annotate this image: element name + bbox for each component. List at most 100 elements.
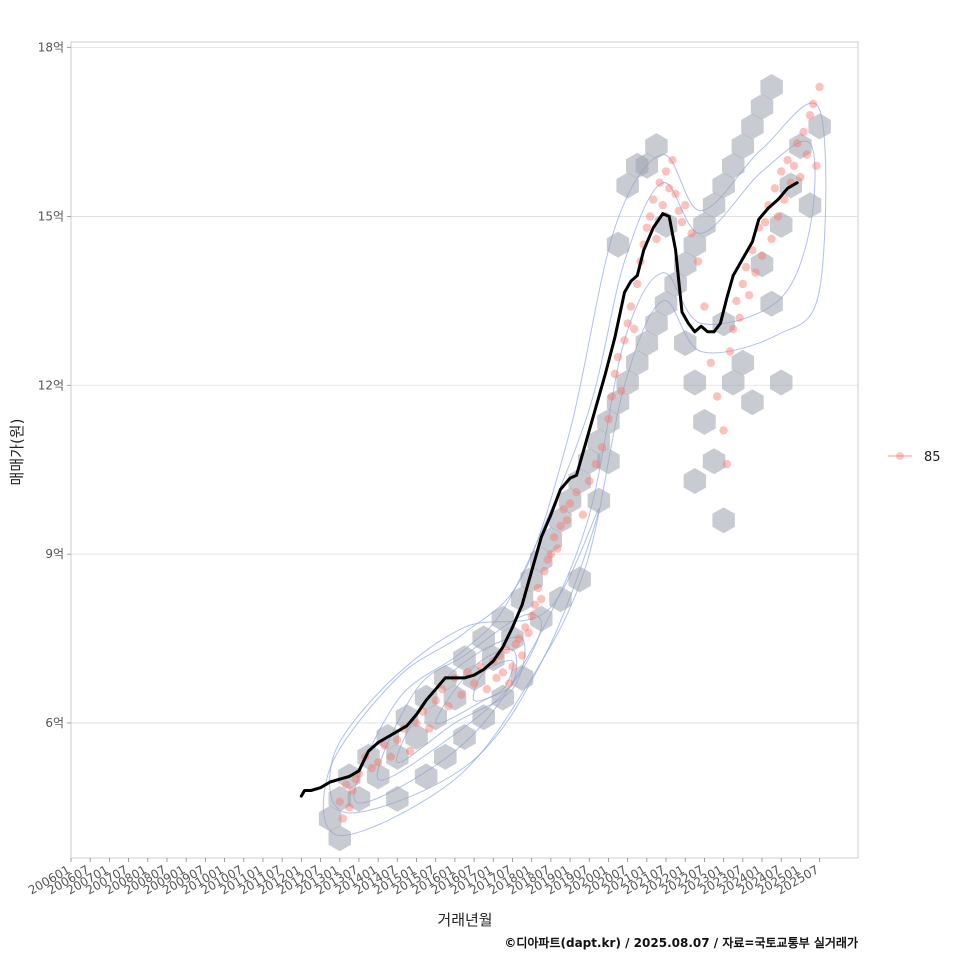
- trend-line: [299, 181, 799, 798]
- scatter-point: [757, 251, 767, 260]
- scatter-point: [553, 544, 562, 553]
- scatter-point: [607, 392, 616, 401]
- hexbin-cell: [760, 290, 783, 317]
- hexbin-cell: [808, 113, 831, 140]
- hexbin-cell: [693, 408, 716, 435]
- scatter-point: [767, 234, 776, 244]
- hexbin-cell: [386, 743, 409, 770]
- hexbin-cell: [616, 172, 639, 199]
- hexbin-cell: [654, 290, 678, 317]
- hexbin-cell: [635, 330, 659, 357]
- hexbin-cell: [453, 645, 476, 672]
- scatter-point: [405, 746, 415, 756]
- scatter-point: [780, 195, 789, 204]
- scatter-point: [687, 229, 696, 238]
- y-axis-title: 매매가(원): [8, 419, 26, 486]
- scatter-point: [351, 775, 360, 784]
- scatter-point: [770, 184, 779, 193]
- scatter-point: [722, 459, 731, 469]
- hexbin-cell: [645, 310, 668, 337]
- hexbin-cell: [750, 251, 774, 278]
- hexbin-cell: [741, 113, 764, 140]
- hexbin-cell: [664, 271, 687, 297]
- hexbin-cell: [674, 330, 697, 357]
- scatter-point: [677, 217, 687, 227]
- scatter-point: [796, 172, 805, 182]
- y-tick-label: 9억: [45, 547, 64, 561]
- scatter-point: [543, 555, 552, 564]
- hexbin-cell: [683, 468, 707, 494]
- scatter-point: [620, 336, 629, 345]
- scatter-point: [706, 358, 715, 367]
- hexbin-cell: [741, 389, 764, 416]
- scatter-point: [815, 82, 824, 92]
- hexbin-cell: [606, 231, 630, 258]
- scatter-point: [738, 279, 747, 289]
- hexbin-cell: [712, 507, 735, 534]
- scatter-point: [578, 510, 588, 519]
- x-axis-title: 거래년월: [437, 911, 492, 929]
- hexbin-cell: [328, 825, 351, 852]
- scatter-point: [492, 673, 501, 683]
- hexbin-cell: [443, 684, 467, 711]
- scatter-point: [745, 291, 754, 300]
- legend-label: 85: [924, 450, 941, 465]
- scatter-point: [457, 690, 466, 699]
- scatter-point: [549, 533, 559, 542]
- hexbin-cell: [491, 605, 515, 632]
- scatter-point: [517, 651, 527, 660]
- scatter-point: [540, 566, 549, 576]
- density-contour: [322, 102, 827, 837]
- hexbin-cell: [510, 586, 534, 613]
- y-axis-ticks: 6억 9억 12억 15억 18억: [38, 41, 71, 730]
- hexbin-cell: [530, 605, 553, 632]
- scatter-point: [380, 741, 389, 750]
- scatter-point: [444, 701, 453, 711]
- hexbin-cell: [424, 704, 447, 731]
- hexbin-cell: [731, 349, 755, 376]
- hexbin-cell: [702, 448, 726, 475]
- scatter-point: [809, 99, 818, 109]
- scatter-point: [556, 521, 565, 531]
- hexbin-cell: [683, 369, 707, 396]
- scatter-point: [802, 150, 811, 159]
- hexbin-cell: [702, 192, 726, 219]
- hexbin-cell: [510, 664, 534, 691]
- scatter-point: [713, 392, 722, 401]
- hexbin-cell: [693, 211, 716, 238]
- scatter-point: [629, 324, 639, 334]
- scatter-point: [469, 679, 479, 688]
- hexbin-cell: [386, 785, 409, 812]
- scatter-point: [591, 459, 600, 469]
- scatter-point: [527, 611, 536, 621]
- hexbin-cell: [645, 133, 668, 160]
- hexbin-cell: [328, 785, 351, 812]
- hexbin-cell: [626, 152, 649, 179]
- x-axis-ticks: 2006012006072007012007072008012008072009…: [26, 858, 821, 898]
- scatter-point: [652, 234, 661, 244]
- scatter-point: [617, 386, 626, 396]
- hexbin-cell: [558, 487, 582, 514]
- scatter-point: [511, 640, 520, 649]
- scatter-point: [393, 735, 402, 744]
- scatter-point: [626, 302, 636, 311]
- scatter-point: [412, 718, 421, 728]
- scatter-point: [812, 161, 821, 170]
- hexbin-cell: [597, 408, 620, 435]
- scatter-point: [514, 634, 524, 643]
- hexbin-cell: [568, 468, 591, 494]
- hexbin-cell: [770, 369, 793, 396]
- scatter-point: [437, 685, 447, 694]
- scatter-point: [546, 549, 556, 559]
- hexbin-cell: [568, 566, 591, 593]
- hexbin-cell: [789, 133, 812, 160]
- scatter-point: [741, 262, 751, 272]
- scatter-point: [565, 499, 575, 508]
- hexbin-cell: [683, 231, 707, 258]
- scatter-point: [367, 763, 376, 773]
- scatter-point: [425, 724, 434, 733]
- hexbin-cell: [318, 805, 342, 832]
- scatter-point: [537, 594, 546, 604]
- scatter-point: [655, 178, 664, 187]
- scatter-point: [348, 786, 357, 795]
